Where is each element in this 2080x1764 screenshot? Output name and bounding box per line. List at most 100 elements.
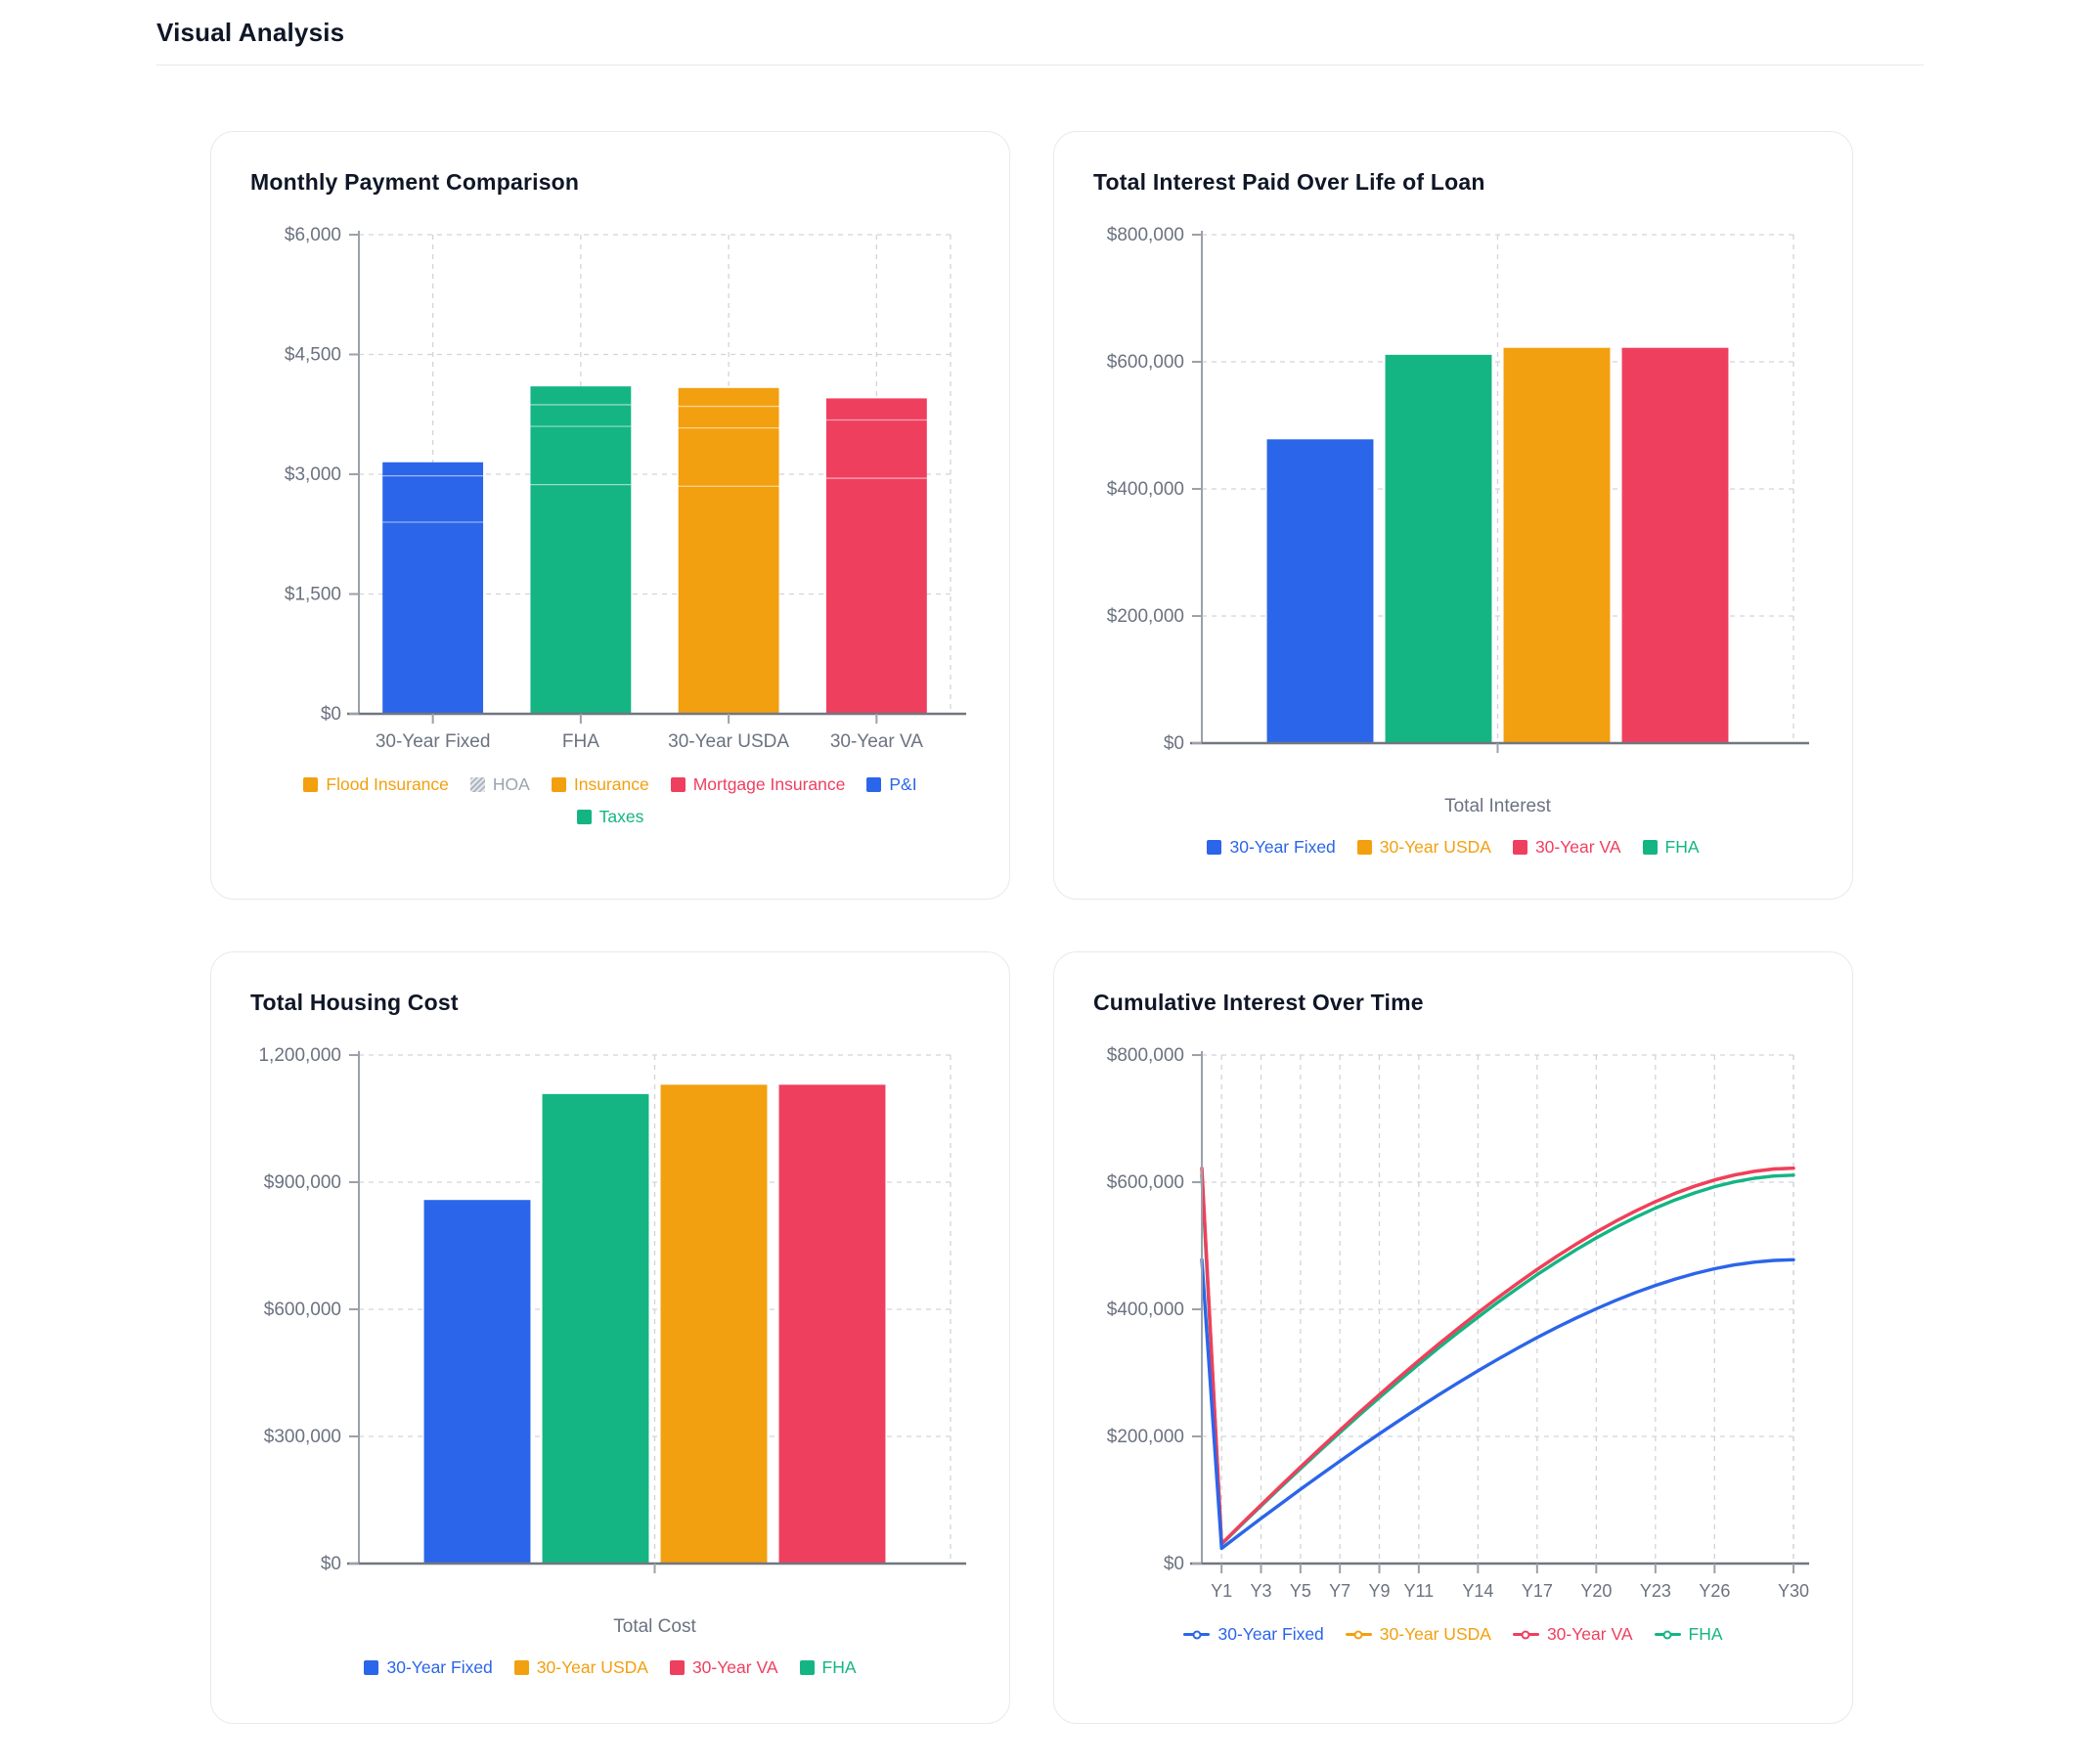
legend-swatch: [469, 777, 485, 792]
x-tick-label: FHA: [562, 731, 599, 752]
x-tick-label: Y20: [1580, 1581, 1612, 1601]
y-tick-label: $600,000: [1107, 1172, 1184, 1193]
legend-swatch: [551, 777, 566, 792]
legend-line-dot-marker: [1192, 1630, 1202, 1639]
chart-canvas: $0 $200,000 $400,000 $600,000 $800,000 Total …: [1107, 225, 1809, 816]
legend-item-taxes[interactable]: Taxes: [576, 807, 644, 827]
legend-swatch: [1512, 840, 1527, 855]
bar-30-Year VA: [1621, 347, 1729, 743]
legend-item-30-year-va[interactable]: 30-Year VA: [1512, 1624, 1633, 1645]
legend-item-30-year-usda[interactable]: 30-Year USDA: [1345, 1624, 1491, 1645]
cumulative-interest-legend: 30-Year Fixed 30-Year USDA 30-Year VA FHA: [1111, 1624, 1795, 1645]
legend-label: Insurance: [573, 774, 649, 794]
legend-line-dot-marker: [1521, 1630, 1530, 1639]
x-axis-title: Total Cost: [613, 1616, 696, 1637]
chart-title: Total Housing Cost: [250, 990, 459, 1015]
legend-item-30-year-usda[interactable]: 30-Year USDA: [513, 1657, 648, 1678]
legend-item-30-year-usda[interactable]: 30-Year USDA: [1356, 837, 1491, 858]
x-tick-label: Y23: [1640, 1581, 1671, 1601]
chart-canvas: $0 $1,500 $3,000 $4,500 $6,000 30-Year Fixed F…: [285, 225, 966, 752]
legend-item-30-year-fixed[interactable]: 30-Year Fixed: [364, 1657, 493, 1678]
y-tick-label: $0: [1164, 733, 1184, 754]
y-tick-label: $400,000: [1107, 1300, 1184, 1320]
legend-item-flood-insurance[interactable]: Flood Insurance: [303, 774, 449, 795]
legend-item-mortgage-insurance[interactable]: Mortgage Insurance: [670, 774, 845, 795]
legend-item-30-year-va[interactable]: 30-Year VA: [1512, 837, 1621, 858]
x-tick-label: Y7: [1329, 1581, 1350, 1601]
legend-label: 30-Year VA: [691, 1657, 778, 1677]
y-tick-label: $200,000: [1107, 606, 1184, 627]
x-tick-label: 30-Year USDA: [668, 731, 789, 752]
bar-segment-Mortgage Insurance: [530, 386, 632, 405]
card-cumulative-interest: Cumulative Interest Over Time $0 $200,000…: [1053, 951, 1853, 1724]
chart-title: Total Interest Paid Over Life of Loan: [1093, 169, 1485, 195]
legend-item-fha[interactable]: FHA: [1642, 837, 1700, 858]
legend-swatch: [576, 810, 592, 824]
axes: $0 $200,000 $400,000 $600,000 $800,000 Total …: [1107, 225, 1809, 816]
y-tick-label: $4,500: [285, 345, 341, 366]
legend-label: 30-Year USDA: [536, 1657, 648, 1677]
bars: [1266, 347, 1729, 743]
legend-item-30-year-fixed[interactable]: 30-Year Fixed: [1183, 1624, 1324, 1645]
legend-label: 30-Year Fixed: [1229, 837, 1336, 857]
y-tick-label: $200,000: [1107, 1427, 1184, 1447]
chart-canvas: $0 $300,000 $600,000 $900,000 1,200,000 Total…: [258, 1045, 966, 1637]
legend-item-p-i[interactable]: P&I: [866, 774, 917, 795]
chart-title: Cumulative Interest Over Time: [1093, 990, 1424, 1015]
legend-label: Flood Insurance: [326, 774, 449, 794]
x-tick-label: Y17: [1522, 1581, 1553, 1601]
line-series: [1200, 1166, 1795, 1551]
x-tick-label: Y3: [1250, 1581, 1271, 1601]
legend-swatch: [1345, 1630, 1372, 1639]
legend-item-30-year-fixed[interactable]: 30-Year Fixed: [1207, 837, 1336, 858]
legend-label: 30-Year Fixed: [1217, 1624, 1324, 1644]
y-tick-label: $3,000: [285, 464, 341, 485]
legend-item-hoa[interactable]: HOA: [469, 774, 530, 795]
bar-FHA: [542, 1093, 649, 1564]
y-tick-label: $600,000: [264, 1300, 341, 1320]
legend-label: FHA: [1688, 1624, 1723, 1644]
cumulative-interest-chart: $0 $200,000 $400,000 $600,000 $800,000 Y1 Y3 Y5…: [1089, 1045, 1817, 1610]
section-divider: [156, 65, 1924, 66]
y-tick-label: $600,000: [1107, 352, 1184, 373]
legend-item-fha[interactable]: FHA: [1654, 1624, 1723, 1645]
chart-canvas: $0 $200,000 $400,000 $600,000 $800,000 Y1 Y3 Y5…: [1107, 1045, 1809, 1601]
line-30-Year USDA: [1200, 1166, 1795, 1546]
y-tick-label: $800,000: [1107, 225, 1184, 245]
x-axis-title: Total Interest: [1444, 796, 1551, 816]
bar-segment-Mortgage Insurance: [678, 387, 779, 407]
legend-swatch: [1512, 1630, 1539, 1639]
y-tick-label: $1,500: [285, 585, 341, 605]
y-tick-label: $6,000: [285, 225, 341, 245]
legend-swatch: [513, 1660, 529, 1675]
legend-item-fha[interactable]: FHA: [799, 1657, 857, 1678]
y-tick-label: $400,000: [1107, 479, 1184, 500]
axes: $0 $300,000 $600,000 $900,000 1,200,000 Total…: [258, 1045, 966, 1637]
legend-swatch: [670, 777, 686, 792]
y-tick-label: $0: [321, 1554, 341, 1574]
x-tick-label: Y1: [1211, 1581, 1232, 1601]
x-tick-label: Y26: [1699, 1581, 1730, 1601]
monthly-payment-legend: Flood Insurance HOA Insurance Mortgage Insu…: [268, 774, 952, 827]
y-tick-label: $800,000: [1107, 1045, 1184, 1066]
x-tick-label: Y14: [1462, 1581, 1493, 1601]
legend-item-insurance[interactable]: Insurance: [551, 774, 649, 795]
bar-segment-Insurance: [678, 406, 779, 428]
bar-30-Year VA: [778, 1084, 886, 1564]
y-tick-label: $300,000: [264, 1427, 341, 1447]
legend-item-30-year-va[interactable]: 30-Year VA: [669, 1657, 778, 1678]
bar-30-Year VA: [825, 398, 927, 714]
bar-segment-Taxes: [530, 426, 632, 485]
legend-label: FHA: [1664, 837, 1700, 857]
bar-segment-Taxes: [825, 419, 927, 479]
legend-swatch: [1642, 840, 1658, 855]
legend-label: Taxes: [598, 807, 644, 826]
bar-segment-Taxes: [678, 427, 779, 487]
y-tick-label: $0: [1164, 1554, 1184, 1574]
gridlines: [1202, 1054, 1794, 1564]
legend-swatch: [303, 777, 319, 792]
bar-segment-P&I: [825, 478, 927, 714]
x-tick-label: Y9: [1368, 1581, 1390, 1601]
legend-swatch: [866, 777, 882, 792]
